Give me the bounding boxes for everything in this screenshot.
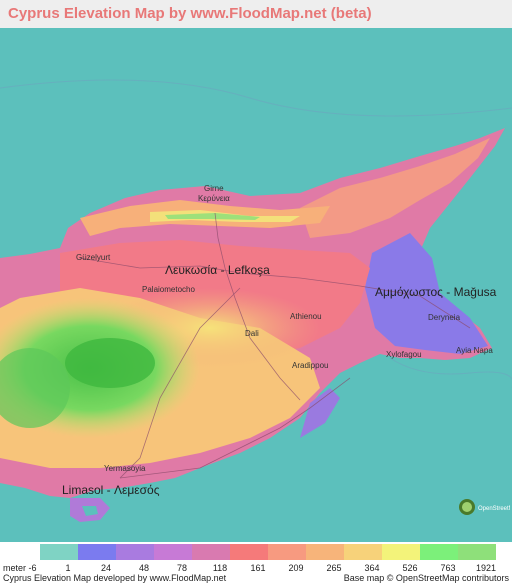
legend-value: 364 — [364, 563, 380, 573]
place-ayia-napa: Ayia Napa — [456, 346, 493, 355]
place-deryneia: Deryneia — [428, 313, 461, 322]
kyrenia-top — [165, 213, 260, 220]
legend-swatch — [230, 544, 268, 560]
place-dali: Dali — [245, 329, 259, 338]
openstreetmap-logo-text: OpenStreetMap — [478, 506, 510, 512]
troodos-peak — [65, 338, 155, 388]
troodos-west — [0, 348, 70, 428]
legend-swatch — [40, 544, 78, 560]
footer-basemap-credit: Base map © OpenStreetMap contributors — [343, 573, 509, 583]
sea-contour — [389, 357, 512, 388]
place-xylofagou: Xylofagou — [386, 350, 422, 359]
roads — [79, 212, 471, 479]
map-title: Cyprus Elevation Map by www.FloodMap.net… — [8, 5, 372, 22]
legend-value: 526 — [402, 563, 418, 573]
place-aradippou: Aradippou — [292, 361, 328, 370]
legend: meter -6 1 24 48 78 118 161 209 265 364 526 763 192… — [0, 542, 512, 583]
legend-value: 118 — [212, 563, 228, 573]
legend-swatch — [382, 544, 420, 560]
legend-value: 1 — [65, 563, 71, 573]
place-ammochostos: Αμμόχωστος - Mağusa — [375, 285, 497, 299]
place-guzelyurt: Güzelyurt — [76, 253, 111, 262]
openstreetmap-logo: OpenStreetMap — [459, 499, 510, 515]
legend-swatch — [420, 544, 458, 560]
legend-unit-label: meter -6 — [3, 563, 37, 573]
karpas-ridge — [300, 138, 490, 238]
mesaoria-east — [365, 233, 488, 354]
title-bar: Cyprus Elevation Map by www.FloodMap.net… — [0, 0, 512, 28]
legend-value: 209 — [288, 563, 304, 573]
legend-value: 161 — [250, 563, 266, 573]
legend-value: 78 — [176, 563, 188, 573]
place-palaiometocho: Palaiometocho — [142, 285, 195, 294]
place-girne: Girne — [204, 184, 224, 193]
place-lefkosia: Λευκωσία - Lefkoşa — [165, 263, 270, 277]
akrotiri-lake — [82, 506, 98, 516]
legend-swatch — [306, 544, 344, 560]
place-yermasoyia: Yermasoyia — [104, 464, 146, 473]
legend-swatch — [458, 544, 496, 560]
legend-swatch — [268, 544, 306, 560]
legend-swatch — [116, 544, 154, 560]
elevation-map[interactable]: Girne Κερύνεια Güzelyurt Λευκωσία - Lefk… — [0, 28, 512, 542]
place-athienou: Athienou — [290, 312, 322, 321]
place-keryneia: Κερύνεια — [198, 194, 230, 203]
legend-value: 24 — [100, 563, 112, 573]
larnaca-coast — [300, 388, 340, 438]
legend-swatch — [154, 544, 192, 560]
legend-swatch — [78, 544, 116, 560]
place-limasol: Limasol - Λεμεσός — [62, 483, 160, 497]
legend-value: 1921 — [475, 563, 497, 573]
legend-value: 763 — [440, 563, 456, 573]
legend-swatch — [344, 544, 382, 560]
legend-swatch — [192, 544, 230, 560]
footer-credit: Cyprus Elevation Map developed by www.Fl… — [3, 573, 227, 583]
sea-contour — [0, 79, 512, 117]
legend-value: 48 — [138, 563, 150, 573]
legend-value: 265 — [326, 563, 342, 573]
